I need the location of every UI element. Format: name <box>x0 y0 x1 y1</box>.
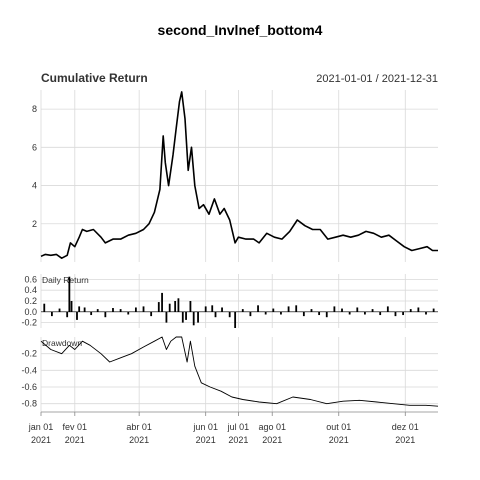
return-bar-56 <box>402 311 404 316</box>
return-bar-9 <box>90 311 93 316</box>
return-bar-26 <box>189 301 192 312</box>
return-bar-17 <box>150 311 153 317</box>
return-bar-42 <box>295 305 298 312</box>
return-bar-5 <box>70 301 73 312</box>
return-bar-35 <box>241 309 244 312</box>
return-bar-55 <box>394 311 397 317</box>
return-bar-57 <box>409 309 412 312</box>
return-bar-38 <box>264 311 267 315</box>
return-bar-20 <box>165 311 168 323</box>
return-bar-41 <box>287 306 290 312</box>
return-bar-13 <box>119 309 122 312</box>
ytick-label-1-1: 0.4 <box>24 285 37 295</box>
return-bar-12 <box>112 308 114 312</box>
x-tick-year-0: 2021 <box>31 435 51 445</box>
return-bar-23 <box>177 298 180 312</box>
return-bar-47 <box>333 306 336 312</box>
x-tick-label-3: jun 01 <box>192 422 218 432</box>
x-tick-year-3: 2021 <box>196 435 216 445</box>
ytick-label-2-0: -0.2 <box>21 349 37 359</box>
return-bar-46 <box>325 311 328 318</box>
return-bar-31 <box>214 311 217 318</box>
chart-title: second_Invlnef_bottom4 <box>158 22 323 38</box>
return-bar-0 <box>43 303 46 312</box>
x-tick-year-2: 2021 <box>129 435 149 445</box>
ytick-label-0-2: 6 <box>32 142 37 152</box>
x-tick-label-0: jan 01 <box>28 422 54 432</box>
ytick-label-1-2: 0.2 <box>24 296 37 306</box>
return-bar-27 <box>192 311 195 326</box>
return-bar-60 <box>432 308 435 312</box>
return-bar-24 <box>181 311 184 323</box>
ytick-label-1-3: 0.0 <box>24 307 37 317</box>
return-bar-14 <box>127 311 130 315</box>
panel-title-2: Drawdown <box>42 338 82 348</box>
return-bar-50 <box>356 307 359 312</box>
return-bar-54 <box>386 306 389 312</box>
return-bar-6 <box>76 311 78 320</box>
return-bar-51 <box>364 311 366 315</box>
return-bar-21 <box>168 303 171 312</box>
x-tick-year-4: 2021 <box>228 435 248 445</box>
return-bar-3 <box>66 311 69 318</box>
x-tick-label-6: out 01 <box>326 422 351 432</box>
ytick-label-2-2: -0.6 <box>21 382 37 392</box>
x-tick-label-1: fev 01 <box>63 422 88 432</box>
return-bar-40 <box>280 311 282 315</box>
return-bar-52 <box>371 309 374 312</box>
return-bar-44 <box>310 309 313 312</box>
return-bar-48 <box>341 308 343 312</box>
cumulative-return-title: Cumulative Return <box>41 71 148 85</box>
return-bar-8 <box>83 307 86 312</box>
return-bar-37 <box>257 305 259 312</box>
ytick-label-2-3: -0.8 <box>21 399 37 409</box>
x-tick-label-5: ago 01 <box>258 422 286 432</box>
panel-title-1: Daily Return <box>42 275 89 285</box>
ytick-label-1-0: 0.6 <box>24 274 37 284</box>
return-bar-7 <box>78 306 81 312</box>
return-bar-33 <box>228 311 231 318</box>
ytick-label-1-4: -0.2 <box>21 318 37 328</box>
return-bar-28 <box>197 311 199 323</box>
return-bar-30 <box>211 305 214 312</box>
series-line-0 <box>40 91 438 260</box>
return-bar-1 <box>51 311 53 317</box>
x-tick-year-6: 2021 <box>329 435 349 445</box>
return-bar-29 <box>204 306 207 312</box>
return-bar-11 <box>104 311 107 318</box>
return-bar-22 <box>174 301 177 312</box>
return-bar-32 <box>221 307 223 312</box>
return-bar-36 <box>249 311 252 317</box>
ytick-label-0-1: 4 <box>32 181 37 191</box>
x-tick-year-7: 2021 <box>395 435 415 445</box>
return-bar-43 <box>302 311 305 317</box>
series-line-2 <box>40 336 439 407</box>
return-bar-34 <box>234 311 237 328</box>
return-bar-18 <box>157 302 160 312</box>
return-bar-39 <box>272 308 275 312</box>
x-tick-label-7: dez 01 <box>392 422 419 432</box>
return-bar-15 <box>134 307 137 312</box>
return-bar-10 <box>96 309 99 312</box>
x-tick-label-4: jul 01 <box>227 422 250 432</box>
ytick-label-0-0: 2 <box>32 219 37 229</box>
return-bar-45 <box>318 311 321 316</box>
return-bar-4 <box>68 276 71 312</box>
date-range-label: 2021-01-01 / 2021-12-31 <box>316 73 438 85</box>
return-bar-2 <box>58 308 61 312</box>
return-bar-53 <box>379 311 382 316</box>
ytick-label-2-1: -0.4 <box>21 365 37 375</box>
return-bar-16 <box>142 306 145 312</box>
return-bar-49 <box>348 311 351 315</box>
ytick-label-0-3: 8 <box>32 104 37 114</box>
x-tick-label-2: abr 01 <box>126 422 152 432</box>
x-tick-year-1: 2021 <box>65 435 85 445</box>
x-tick-year-5: 2021 <box>262 435 282 445</box>
return-bar-19 <box>161 292 163 312</box>
return-bar-58 <box>417 307 420 312</box>
return-bar-25 <box>185 311 187 320</box>
return-bar-59 <box>425 311 427 315</box>
